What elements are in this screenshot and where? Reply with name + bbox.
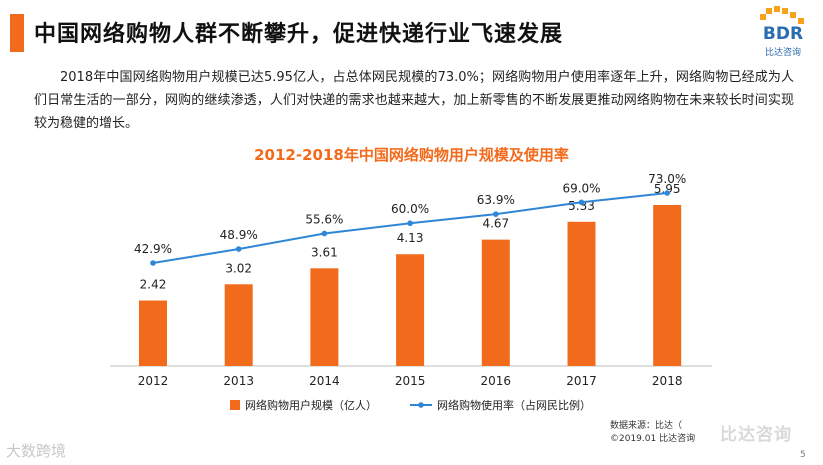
x-tick-2018: 2018: [652, 374, 683, 388]
page-title: 中国网络购物人群不断攀升，促进快递行业飞速发展: [34, 22, 564, 47]
line-label-2013: 48.9%: [220, 228, 258, 242]
x-tick-2015: 2015: [395, 374, 426, 388]
line-label-2018: 73.0%: [648, 172, 686, 186]
legend-label-line: 网络购物使用率（占网民比例）: [437, 398, 591, 412]
bar-2018: [653, 205, 682, 366]
legend-label-bars: 网络购物用户规模（亿人）: [245, 398, 377, 412]
data-source: 数据来源：比达（ ©2019.01 比达咨询: [610, 420, 695, 446]
source-line-2: ©2019.01 比达咨询: [610, 434, 696, 444]
bar-label-2016: 4.67: [482, 217, 509, 231]
bar-label-2012: 2.42: [140, 278, 167, 292]
line-point-2015: [407, 220, 413, 227]
line-label-2017: 69.0%: [562, 181, 600, 195]
source-line-1: 数据来源：比达（: [610, 421, 683, 431]
line-point-2012: [150, 260, 156, 266]
legend-swatch-bars: [230, 400, 240, 410]
chart-title: 2012-2018年中国网络购物用户规模及使用率: [254, 146, 569, 164]
bar-2014: [310, 268, 339, 366]
watermark-right: 比达咨询: [720, 425, 792, 445]
intro-paragraph: 2018年中国网络购物用户规模已达5.95亿人，占总体网民规模的73.0%；网络…: [34, 70, 794, 131]
line-point-2013: [235, 246, 242, 252]
page-number: 5: [800, 450, 806, 460]
line-point-2014: [321, 230, 328, 237]
logo-text: BDR: [762, 24, 804, 44]
line-label-2016: 63.9%: [477, 193, 515, 207]
bdr-logo-icon: [760, 6, 804, 24]
line-label-2012: 42.9%: [134, 242, 172, 256]
bar-2016: [481, 239, 510, 366]
line-label-2014: 55.6%: [305, 212, 343, 226]
line-point-2018: [664, 190, 670, 196]
bar-label-2014: 3.61: [311, 245, 338, 259]
x-tick-2016: 2016: [481, 374, 512, 388]
bar-label-2018: 5.95: [654, 182, 681, 196]
bar-2012: [139, 300, 167, 366]
watermark-left: 大数跨境: [6, 442, 67, 460]
x-tick-2012: 2012: [138, 374, 169, 388]
logo-subtitle: 比达咨询: [764, 48, 801, 58]
bar-2015: [396, 254, 425, 366]
title-accent-bar: [10, 14, 24, 52]
bar-label-2013: 3.02: [225, 261, 252, 275]
line-point-2017: [578, 199, 585, 206]
x-tick-2014: 2014: [309, 374, 340, 388]
line-label-2015: 60.0%: [391, 202, 429, 216]
x-tick-2013: 2013: [223, 374, 254, 388]
bar-label-2015: 4.13: [397, 231, 424, 245]
bar-2017: [567, 221, 596, 366]
x-tick-2017: 2017: [566, 374, 597, 388]
legend-marker-line: [418, 402, 424, 408]
line-point-2016: [493, 211, 499, 217]
bar-2013: [224, 284, 253, 366]
